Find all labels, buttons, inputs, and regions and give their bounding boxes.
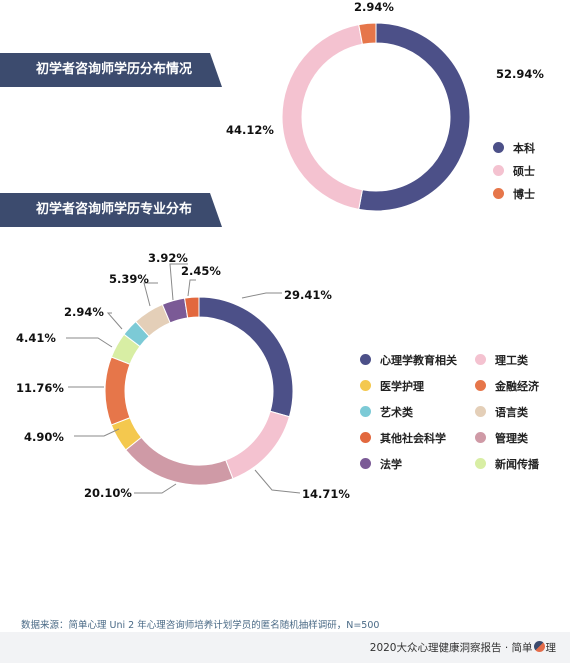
legend2-swatch-5 xyxy=(475,406,486,417)
legend2-label-7: 管理类 xyxy=(495,432,528,445)
donut1-value-label-1: 44.12% xyxy=(226,123,274,137)
legend2-swatch-2 xyxy=(360,380,371,391)
donut1-value-label-0: 52.94% xyxy=(496,67,544,81)
donut2-leader-6 xyxy=(106,312,123,330)
legend1-label-2: 博士 xyxy=(513,188,535,201)
legend1-swatch-1 xyxy=(493,165,504,176)
donut2-leader-3 xyxy=(74,428,120,437)
donut1-slice-1 xyxy=(281,24,363,210)
report-name: 2020大众心理健康洞察报告 · 简单 xyxy=(369,642,533,654)
legend2-swatch-3 xyxy=(475,380,486,391)
legend2-label-9: 新闻传播 xyxy=(495,458,539,471)
donut2-value-label-3: 4.90% xyxy=(24,430,64,444)
legend2-item-3: 金融经济 xyxy=(475,378,539,394)
legend2-label-8: 法学 xyxy=(380,458,402,471)
legend2-swatch-9 xyxy=(475,458,486,469)
donut2-leader-7 xyxy=(143,282,158,307)
legend1-item-0: 本科 xyxy=(493,140,535,156)
donut2-leader-2 xyxy=(134,483,177,494)
legend2-swatch-4 xyxy=(360,406,371,417)
legend2-swatch-8 xyxy=(360,458,371,469)
donut2-value-label-9: 2.45% xyxy=(181,264,221,278)
footer-text: 2020大众心理健康洞察报告 · 简单理 xyxy=(370,640,556,655)
legend1-item-2: 博士 xyxy=(493,186,535,202)
donut2-value-label-2: 20.10% xyxy=(84,486,132,500)
legend1-swatch-2 xyxy=(493,188,504,199)
legend1-item-1: 硕士 xyxy=(493,163,535,179)
edu-title: 初学者咨询师学历分布情况 xyxy=(36,62,193,77)
legend2-item-0: 心理学教育相关 xyxy=(360,352,457,368)
brand-end: 理 xyxy=(545,642,557,654)
donut2-leader-0 xyxy=(241,292,282,299)
legend2-swatch-6 xyxy=(360,432,371,443)
legend1-label-1: 硕士 xyxy=(513,165,535,178)
donut2-slice-2 xyxy=(125,436,234,486)
donut2-value-label-0: 29.41% xyxy=(284,288,332,302)
data-source-note: 数据来源：简单心理 Uni 2 年心理咨询师培养计划学员的匿名随机抽样调研，N=… xyxy=(21,620,380,631)
donut2-leader-1 xyxy=(254,469,301,494)
donut2-leader-8 xyxy=(169,263,188,301)
legend2-item-5: 语言类 xyxy=(475,404,528,420)
legend1-label-0: 本科 xyxy=(513,142,535,155)
charts-canvas xyxy=(66,22,471,494)
donut1-value-label-2: 2.94% xyxy=(354,0,394,14)
donut1-slice-0 xyxy=(358,22,471,212)
donut2-value-label-8: 3.92% xyxy=(148,251,188,265)
donut2-slice-0 xyxy=(198,296,294,418)
legend2-label-6: 其他社会科学 xyxy=(380,432,446,445)
legend2-label-1: 理工类 xyxy=(495,354,528,367)
major-title-banner: 初学者咨询师学历专业分布 xyxy=(0,193,222,227)
footer-bar: 2020大众心理健康洞察报告 · 简单理 xyxy=(0,632,570,663)
donut2-leader-9 xyxy=(187,279,196,297)
legend2-label-2: 医学护理 xyxy=(380,380,424,393)
legend2-swatch-7 xyxy=(475,432,486,443)
legend2-item-8: 法学 xyxy=(360,456,402,472)
legend2-item-4: 艺术类 xyxy=(360,404,413,420)
brand-logo-icon xyxy=(533,641,545,652)
donut2-slice-1 xyxy=(225,410,291,480)
donut2-value-label-7: 5.39% xyxy=(109,272,149,286)
legend1-swatch-0 xyxy=(493,142,504,153)
major-title: 初学者咨询师学历专业分布 xyxy=(36,202,193,217)
donut2-leader-5 xyxy=(66,337,113,348)
legend2-item-6: 其他社会科学 xyxy=(360,430,446,446)
donut2-value-label-1: 14.71% xyxy=(302,487,350,501)
legend2-label-5: 语言类 xyxy=(495,406,528,419)
legend2-label-4: 艺术类 xyxy=(380,406,413,419)
donut2-slice-4 xyxy=(104,356,131,426)
donut1-slice-2 xyxy=(358,22,377,45)
legend2-label-0: 心理学教育相关 xyxy=(380,354,457,367)
donut2-slice-9 xyxy=(184,296,200,319)
legend2-item-9: 新闻传播 xyxy=(475,456,539,472)
legend2-label-3: 金融经济 xyxy=(495,380,539,393)
legend2-swatch-0 xyxy=(360,354,371,365)
donut2-value-label-4: 11.76% xyxy=(16,381,64,395)
donut2-value-label-6: 2.94% xyxy=(64,305,104,319)
legend2-item-1: 理工类 xyxy=(475,352,528,368)
legend2-item-7: 管理类 xyxy=(475,430,528,446)
legend2-swatch-1 xyxy=(475,354,486,365)
donut2-value-label-5: 4.41% xyxy=(16,331,56,345)
legend2-item-2: 医学护理 xyxy=(360,378,424,394)
edu-title-banner: 初学者咨询师学历分布情况 xyxy=(0,53,222,87)
